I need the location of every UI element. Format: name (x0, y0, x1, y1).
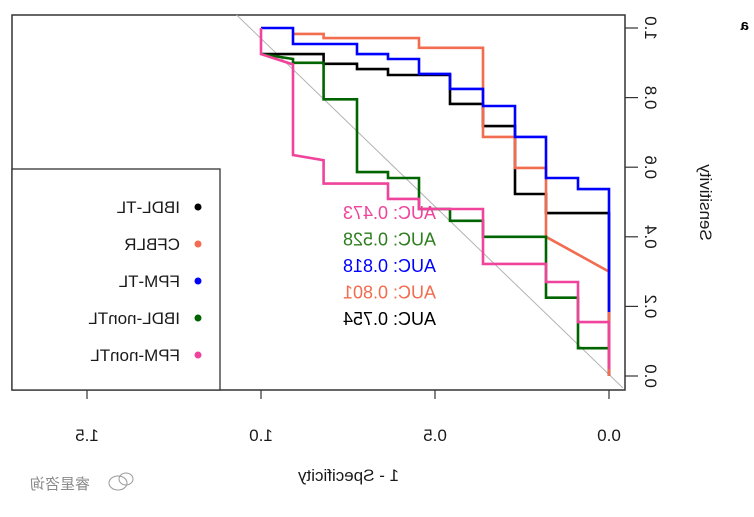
legend-item: IBDL-TL (117, 198, 202, 217)
legend-item: IBDL-nonTL (88, 309, 202, 328)
panel-label: a (740, 17, 749, 34)
legend-label: IBDL-TL (117, 198, 180, 217)
y-tick-label: 0.0 (641, 364, 660, 388)
legend-label: FPM-nonTL (90, 346, 180, 365)
x-tick-label: 1.0 (249, 426, 273, 445)
legend-label: IBDL-nonTL (88, 309, 180, 328)
series-line-ibdl-nontl (260, 52, 609, 350)
wechat-icon (108, 472, 134, 491)
y-axis: 0.0 0.2 0.4 0.6 0.8 1.0 (625, 16, 660, 388)
watermark: 睿星咨询 (30, 472, 134, 493)
auc-label: AUC: 0.801 (343, 283, 436, 303)
series-line-fpm-tl (261, 26, 611, 312)
series-layer (259, 26, 611, 376)
series-line-fpm-nontl (259, 28, 611, 369)
y-tick-label: 0.6 (641, 155, 660, 179)
auc-label: AUC: 0.473 (343, 203, 436, 223)
y-axis-title: Sensitivity (696, 164, 715, 241)
y-tick-label: 0.2 (641, 295, 660, 319)
y-tick-label: 0.4 (641, 225, 660, 249)
legend-item: FPM-nonTL (90, 346, 202, 365)
watermark-text: 睿星咨询 (30, 476, 90, 493)
x-axis: 0.0 0.5 1.0 1.5 (75, 390, 621, 445)
plot-area (11, 14, 626, 391)
legend-marker (194, 203, 202, 211)
legend-item: FPM-TL (119, 272, 202, 291)
x-tick-label: 0.0 (597, 426, 621, 445)
legend-marker (194, 314, 202, 322)
legend-label: CFBLR (124, 235, 180, 254)
y-tick-label: 1.0 (641, 16, 660, 40)
legend-items: IBDL-TL CFBLR FPM-TL IBDL-nonTL FPM-nonTL (88, 198, 202, 365)
auc-label: AUC: 0.528 (343, 230, 436, 250)
legend: IBDL-TL CFBLR FPM-TL IBDL-nonTL FPM-nonTL (11, 168, 221, 391)
auc-label: AUC: 0.818 (343, 256, 436, 276)
legend-marker (194, 351, 202, 359)
legend-frame (11, 168, 221, 391)
legend-marker (194, 277, 202, 285)
auc-label: AUC: 0.754 (343, 309, 436, 329)
x-tick-label: 0.5 (423, 426, 447, 445)
legend-item: CFBLR (124, 235, 202, 254)
legend-label: FPM-TL (119, 272, 180, 291)
x-axis-title: 1 - Specificity (297, 466, 399, 485)
auc-annotations: AUC: 0.473 AUC: 0.528 AUC: 0.818 AUC: 0.801… (343, 203, 436, 329)
legend-marker (194, 240, 202, 248)
x-tick-label: 1.5 (75, 426, 99, 445)
y-tick-label: 0.8 (641, 86, 660, 110)
reference-diagonal (236, 14, 624, 389)
